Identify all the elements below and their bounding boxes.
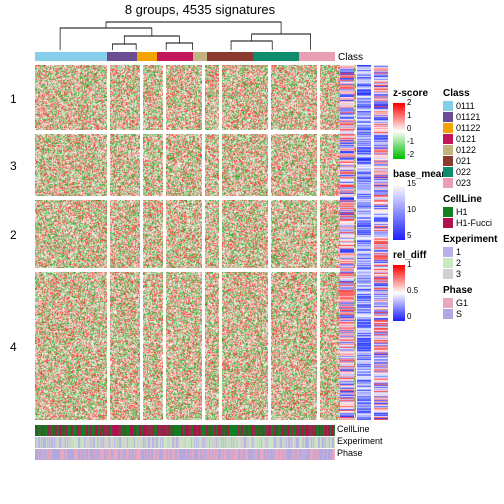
anno-experiment — [35, 437, 335, 448]
side-col-reldiff — [374, 65, 388, 420]
chart-title: 8 groups, 4535 signatures — [75, 2, 325, 17]
side-col-zscore — [340, 65, 354, 420]
legend-categorical: Class0111011210112201210122021022023Cell… — [443, 82, 501, 320]
class-bar-label: Class — [338, 52, 363, 63]
bottom-annotation — [35, 425, 335, 461]
class-color-bar — [35, 52, 335, 61]
dendrogram — [35, 18, 335, 50]
heatmap-main — [35, 65, 335, 420]
anno-phase — [35, 449, 335, 460]
anno-cellline — [35, 425, 335, 436]
bottom-annotation-labels: CellLineExperimentPhase — [337, 423, 383, 459]
side-annotation-columns — [340, 65, 388, 420]
legend-colorbars: z-score210-1-2base_mean15105rel_diff10.5… — [393, 82, 443, 327]
row-block-labels: 1324 — [10, 65, 30, 420]
side-col-basemean — [357, 65, 371, 420]
